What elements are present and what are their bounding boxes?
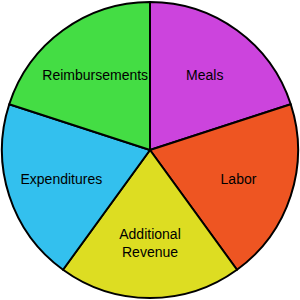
svg-text:Meals: Meals	[186, 67, 223, 83]
svg-text:Labor: Labor	[221, 171, 257, 187]
svg-text:AdditionalRevenue: AdditionalRevenue	[119, 226, 181, 260]
svg-text:Expenditures: Expenditures	[20, 171, 102, 187]
svg-text:Reimbursements: Reimbursements	[42, 67, 148, 83]
